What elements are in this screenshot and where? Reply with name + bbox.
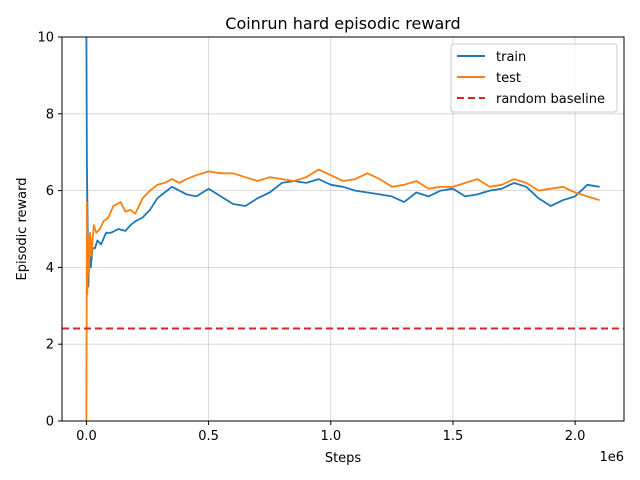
x-tick-label: 1.5 xyxy=(443,429,464,444)
plot-frame xyxy=(61,36,625,422)
legend-box xyxy=(450,43,618,113)
y-tick-label: 2 xyxy=(46,338,54,353)
series-layer xyxy=(62,36,624,422)
series-line-test xyxy=(85,168,600,422)
y-tick-label: 4 xyxy=(46,261,54,276)
x-tick-label: 0.0 xyxy=(76,429,97,444)
y-tick-label: 6 xyxy=(46,184,54,199)
x-offset-label: 1e6 xyxy=(599,450,624,465)
y-axis: 0 2 4 6 8 10 xyxy=(37,31,62,430)
y-axis-label: Episodic reward xyxy=(15,178,30,281)
y-tick-label: 8 xyxy=(46,107,54,122)
x-tick-label: 2.0 xyxy=(565,429,586,444)
x-tick-label: 0.5 xyxy=(198,429,219,444)
legend-label: test xyxy=(496,71,521,86)
x-tick-label: 1.0 xyxy=(320,429,341,444)
legend-label: train xyxy=(496,50,526,65)
y-tick-label: 10 xyxy=(37,31,54,46)
x-axis-label: Steps xyxy=(325,451,362,466)
legend-label: random baseline xyxy=(496,92,605,107)
y-tick-label: 0 xyxy=(46,415,54,430)
legend: train test random baseline xyxy=(450,43,618,113)
series-line-train xyxy=(85,36,600,288)
x-axis: 0.0 0.5 1.0 1.5 2.0 xyxy=(76,421,585,444)
chart-title: Coinrun hard episodic reward xyxy=(225,14,460,33)
